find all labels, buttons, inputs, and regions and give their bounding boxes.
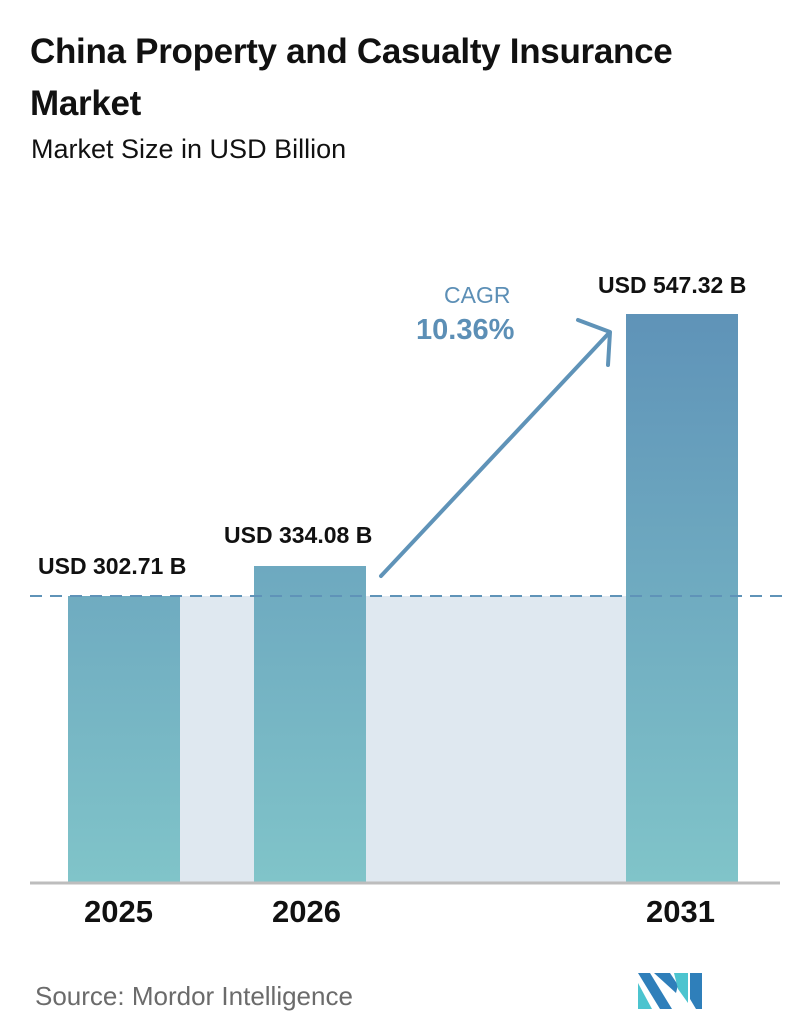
cagr-value: 10.36% [416, 314, 515, 346]
bar-value-label-2031: USD 547.32 B [598, 272, 747, 298]
x-tick-2031: 2031 [646, 894, 715, 929]
bar-value-label-2026: USD 334.08 B [224, 522, 373, 548]
chart-subtitle: Market Size in USD Billion [31, 134, 347, 164]
x-tick-2025: 2025 [84, 894, 153, 929]
bar-2031 [626, 314, 738, 882]
cagr-label: CAGR [444, 282, 511, 308]
source-note: Source: Mordor Intelligence [35, 981, 353, 1011]
mordor-intelligence-logo-icon [638, 973, 702, 1009]
bar-value-label-2025: USD 302.71 B [38, 553, 187, 579]
bar-2026 [254, 566, 366, 882]
cagr-arrow-icon [379, 318, 612, 578]
x-tick-2026: 2026 [272, 894, 341, 929]
bar-2025 [68, 596, 180, 882]
chart-title: China Property and Casualty Insurance Ma… [30, 32, 673, 123]
